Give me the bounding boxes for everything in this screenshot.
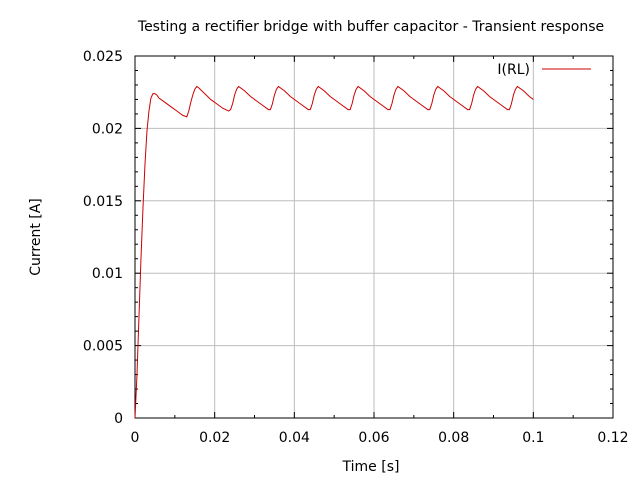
legend-label: I(RL) (497, 62, 530, 78)
y-tick-label: 0.005 (83, 339, 123, 355)
grid (135, 56, 613, 418)
x-tick-labels: 0 0.02 0.04 0.06 0.08 0.1 0.12 (131, 430, 629, 446)
y-axis-label: Current [A] (28, 198, 44, 276)
x-tick-label: 0.08 (438, 430, 469, 446)
x-tick-label: 0 (131, 430, 140, 446)
y-tick-label: 0 (114, 411, 123, 427)
x-tick-label: 0.06 (358, 430, 389, 446)
y-tick-labels: 0 0.005 0.01 0.015 0.02 0.025 (83, 49, 123, 427)
x-tick-label: 0.12 (597, 430, 628, 446)
x-axis-label: Time [s] (342, 459, 400, 475)
y-tick-label: 0.01 (92, 266, 123, 282)
x-tick-label: 0.02 (199, 430, 230, 446)
x-tick-label: 0.04 (279, 430, 310, 446)
y-tick-label: 0.025 (83, 49, 123, 65)
x-tick-label: 0.1 (522, 430, 544, 446)
y-tick-label: 0.02 (92, 121, 123, 137)
series-group (134, 85, 534, 419)
y-tick-label: 0.015 (83, 194, 123, 210)
series-line-I(RL) (134, 85, 534, 419)
chart-title: Testing a rectifier bridge with buffer c… (137, 19, 604, 35)
legend: I(RL) (497, 62, 591, 78)
